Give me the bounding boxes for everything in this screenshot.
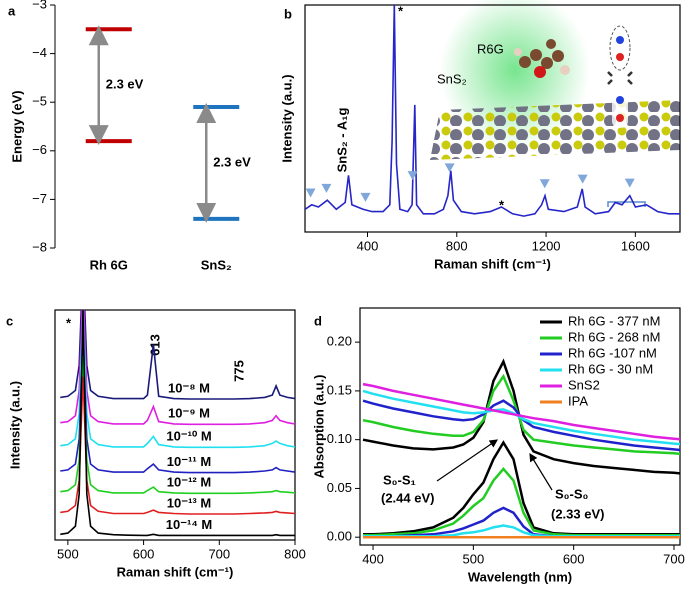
series-line (362, 389, 680, 446)
arrow (529, 452, 553, 491)
y-tick-label: 0.05 (327, 480, 352, 495)
series-line (362, 373, 680, 456)
x-tick-label: 600 (133, 546, 155, 561)
peak-marker (577, 174, 588, 184)
y-tick-label: 0.00 (327, 529, 352, 544)
x-tick-label: 700 (208, 546, 230, 561)
legend-label: Rh 6G - 30 nM (568, 361, 653, 376)
series-line (363, 440, 680, 536)
y-tick-label: 0.20 (327, 334, 352, 349)
series-line (60, 376, 295, 515)
peak-marker (624, 178, 635, 188)
series-label: 10⁻¹³ M (167, 495, 211, 510)
x-axis-label: Raman shift (cm⁻¹) (434, 256, 551, 271)
peak-marker (407, 171, 418, 181)
peak-marker (360, 192, 371, 202)
x-tick-label: 500 (463, 551, 485, 566)
peak-marker (305, 188, 316, 198)
x-tick-label: 800 (446, 238, 468, 253)
series-line (362, 399, 680, 452)
y-tick-label: 0.15 (327, 382, 352, 397)
series-line (60, 310, 295, 449)
x-tick-label: 700 (663, 551, 685, 566)
series-label: 10⁻⁹ M (168, 406, 210, 421)
panel-label: b (284, 6, 292, 21)
y-tick-label: −8 (32, 239, 47, 254)
annotation: * (398, 3, 404, 18)
peak-marker (539, 179, 550, 189)
annotation: SnS₂ (437, 71, 467, 86)
arrow (436, 439, 498, 482)
legend-label: IPA (568, 393, 588, 408)
x-tick-label: 400 (357, 238, 379, 253)
series-line (60, 310, 295, 400)
panel-label: a (8, 3, 16, 18)
category-label: Rh 6G (90, 257, 128, 272)
annotation: S₀-S₁ (383, 472, 416, 487)
y-tick-label: −5 (32, 94, 47, 109)
y-tick-label: −3 (32, 0, 47, 11)
series-line (362, 382, 680, 441)
annotation: (2.44 eV) (381, 490, 434, 505)
legend-label: Rh 6G -107 nM (568, 345, 657, 360)
y-tick-label: 0.10 (327, 431, 352, 446)
x-tick-label: 800 (284, 546, 306, 561)
x-axis-label: Wavelength (nm) (468, 569, 572, 584)
annotation: 613 (147, 334, 162, 356)
x-tick-label: 1600 (621, 238, 650, 253)
plot-frame (359, 307, 681, 546)
category-label: SnS₂ (201, 257, 232, 272)
y-tick-label: −7 (32, 191, 47, 206)
dipole (609, 25, 631, 71)
series-line (60, 335, 295, 474)
peak-marker (444, 163, 455, 173)
series-label: 10⁻¹⁰ M (166, 429, 211, 444)
plot-frame (54, 309, 296, 541)
series-line (60, 310, 295, 426)
x-tick-label: 1200 (532, 238, 561, 253)
annotation: 775 (231, 360, 246, 382)
annotation: SnS₂ - A₁g (334, 108, 349, 173)
series-label: 10⁻¹² M (167, 475, 211, 490)
peak-marker (321, 183, 332, 193)
gap-label: 2.3 eV (213, 154, 251, 169)
y-axis-label: Energy (eV) (9, 90, 24, 162)
plot-frame (304, 4, 681, 233)
series-label: 10⁻¹⁴ M (166, 517, 213, 532)
x-axis-label: Raman shift (cm⁻¹) (117, 564, 234, 579)
y-tick-label: −6 (32, 142, 47, 157)
series-label: 10⁻⁸ M (168, 380, 210, 395)
y-tick-label: −4 (32, 45, 47, 60)
annotation: S₀-S₀ (555, 486, 589, 501)
panel-label: d (314, 313, 322, 328)
gap-label: 2.3 eV (106, 77, 144, 92)
series-line (60, 310, 295, 537)
series-line (362, 358, 680, 475)
panel-label: c (6, 313, 13, 328)
x-tick-label: 400 (362, 551, 384, 566)
y-axis-label: Absorption (a.u.) (311, 375, 326, 479)
annotation: R6G (477, 41, 504, 56)
lattice (430, 100, 680, 160)
annotation: (2.33 eV) (551, 506, 604, 521)
legend-label: Rh 6G - 377 nM (568, 313, 661, 328)
annotation: * (66, 315, 72, 330)
legend-label: Rh 6G - 268 nM (568, 329, 661, 344)
legend-label: SnS2 (568, 377, 600, 392)
illustration (430, 0, 680, 207)
molecule (514, 39, 570, 78)
series-line (305, 5, 680, 217)
annotation: * (499, 197, 505, 212)
x-tick-label: 500 (57, 546, 79, 561)
y-axis-label: Intensity (a.u.) (279, 74, 294, 162)
x-tick-label: 600 (563, 551, 585, 566)
y-axis-label: Intensity (a.u.) (7, 381, 22, 469)
series-label: 10⁻¹¹ M (167, 454, 211, 469)
